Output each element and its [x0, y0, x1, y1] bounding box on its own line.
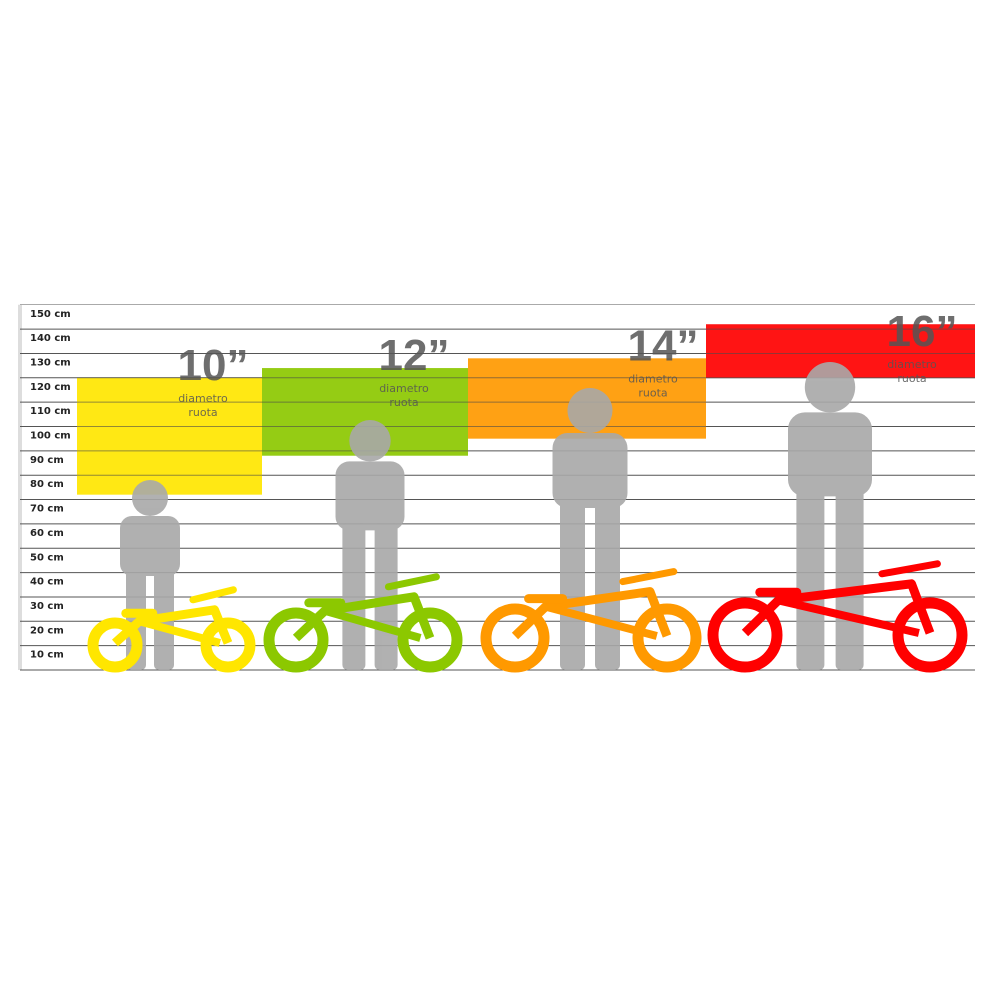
- bike-handlebar: [619, 568, 678, 586]
- tick-label: 110 cm: [30, 406, 71, 417]
- bike-wheel: [892, 597, 968, 673]
- tick-label: 150 cm: [30, 309, 71, 320]
- wheel-size-caption: ruota: [389, 396, 418, 409]
- bike-wheel: [397, 607, 463, 673]
- bike-illustration: [263, 573, 463, 673]
- child-silhouette: [788, 362, 872, 670]
- bike-handlebar: [189, 586, 237, 604]
- tick-label: 40 cm: [30, 577, 64, 588]
- size-range-box: [77, 377, 262, 495]
- bike-wheel: [707, 597, 783, 673]
- wheel-size-caption: diametro: [379, 382, 429, 395]
- tick-label: 20 cm: [30, 625, 64, 636]
- wheel-size-label: 14”: [628, 321, 699, 370]
- tick-label: 140 cm: [30, 333, 71, 344]
- tick-label: 50 cm: [30, 552, 64, 563]
- wheel-size-caption: diametro: [178, 392, 228, 405]
- wheel-size-caption: diametro: [887, 358, 937, 371]
- wheel-size-caption: diametro: [628, 372, 678, 385]
- wheel-size-label: 10”: [178, 341, 249, 390]
- bike-wheel: [480, 603, 550, 673]
- bike-wheel: [87, 617, 143, 673]
- wheel-size-caption: ruota: [188, 406, 217, 419]
- ruler-strip: [18, 304, 22, 670]
- size-labels: 10”diametroruota12”diametroruota14”diame…: [178, 307, 958, 419]
- tick-label: 120 cm: [30, 382, 71, 393]
- bike-illustration: [707, 560, 968, 673]
- bike-wheel: [632, 603, 702, 673]
- tick-label: 60 cm: [30, 528, 64, 539]
- bike-handlebar: [384, 573, 440, 591]
- child-silhouette: [120, 480, 180, 670]
- child-silhouette: [552, 388, 628, 670]
- tick-label: 90 cm: [30, 455, 64, 466]
- tick-label: 80 cm: [30, 479, 64, 490]
- tick-label: 70 cm: [30, 504, 64, 515]
- wheel-size-caption: ruota: [638, 386, 667, 399]
- bike-illustration: [480, 568, 702, 673]
- bike-wheel: [263, 607, 329, 673]
- tick-label: 130 cm: [30, 357, 71, 368]
- tick-label: 100 cm: [30, 431, 71, 442]
- wheel-size-label: 16”: [887, 307, 958, 356]
- wheel-size-caption: ruota: [897, 372, 926, 385]
- tick-label: 30 cm: [30, 601, 64, 612]
- bike-illustration: [87, 586, 256, 673]
- tick-label: 10 cm: [30, 650, 64, 661]
- wheel-size-label: 12”: [379, 331, 450, 380]
- bike-wheel: [200, 617, 256, 673]
- bike-handlebar: [878, 560, 941, 578]
- child-and-bike-illustrations: [87, 362, 968, 673]
